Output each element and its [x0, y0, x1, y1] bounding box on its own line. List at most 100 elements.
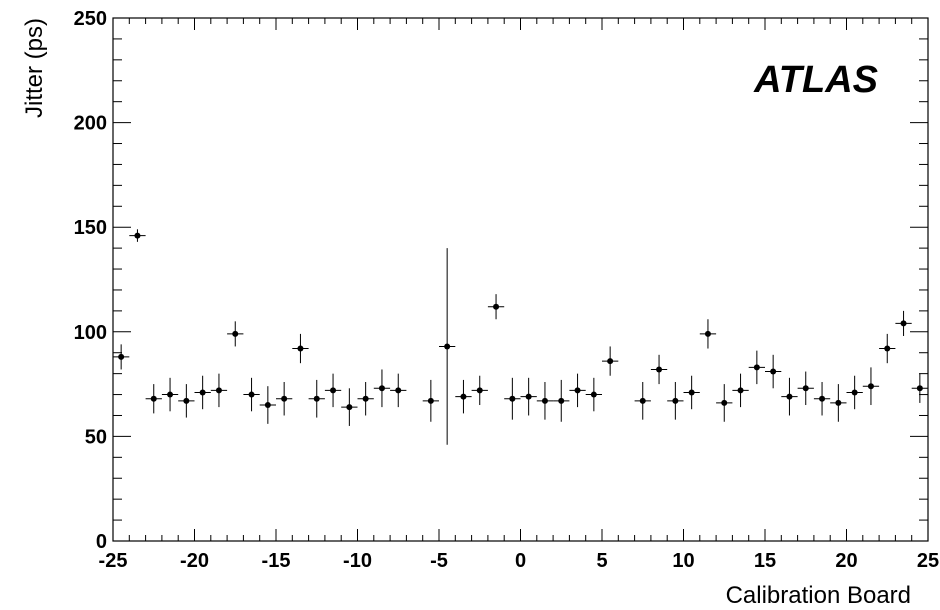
data-point — [276, 382, 293, 416]
marker — [916, 385, 923, 392]
data-point — [373, 369, 391, 408]
marker — [493, 303, 500, 310]
marker — [737, 387, 744, 394]
marker — [248, 391, 255, 398]
x-tick-label: 5 — [596, 550, 607, 572]
data-point — [683, 375, 700, 410]
marker — [541, 397, 548, 404]
data-point — [308, 379, 325, 418]
marker — [215, 387, 222, 394]
data-point — [194, 375, 211, 410]
marker — [688, 389, 695, 396]
x-axis-title: Calibration Board — [726, 582, 911, 609]
y-tick-label: 150 — [74, 217, 107, 239]
data-point — [390, 373, 407, 408]
marker — [525, 393, 532, 400]
data-point — [357, 382, 374, 416]
data-point — [602, 346, 619, 376]
x-tick-label: 15 — [754, 550, 776, 572]
marker — [281, 395, 288, 402]
data-point — [487, 294, 505, 320]
x-tick-label: -10 — [343, 550, 372, 572]
marker — [362, 395, 369, 402]
data-point — [422, 379, 439, 422]
marker — [264, 402, 271, 409]
marker — [607, 358, 614, 365]
marker — [590, 391, 597, 398]
y-tick-label: 200 — [74, 113, 107, 135]
marker — [672, 397, 679, 404]
x-tick-label: -15 — [262, 550, 291, 572]
marker — [770, 368, 777, 375]
data-point — [634, 382, 651, 420]
data-point — [341, 388, 358, 426]
marker — [297, 345, 304, 352]
marker — [704, 330, 711, 337]
y-axis-title: Jitter (ps) — [21, 18, 48, 118]
data-point — [536, 382, 554, 420]
marker — [346, 404, 353, 411]
marker — [900, 320, 907, 327]
data-point — [227, 321, 244, 347]
marker — [444, 343, 451, 350]
data-point — [259, 386, 276, 424]
data-point — [830, 384, 847, 422]
marker — [395, 387, 402, 394]
data-point — [520, 377, 537, 416]
data-point — [797, 371, 814, 406]
x-tick-label: -20 — [180, 550, 209, 572]
marker — [835, 399, 842, 406]
marker — [639, 397, 646, 404]
x-tick-label: -25 — [99, 550, 128, 572]
data-point — [781, 377, 798, 416]
data-point — [129, 229, 146, 242]
data-point — [243, 377, 260, 412]
data-point — [145, 384, 162, 414]
data-point — [113, 344, 130, 370]
marker — [851, 389, 858, 396]
data-point — [455, 379, 472, 414]
x-tick-label: 0 — [515, 550, 526, 572]
marker — [183, 397, 190, 404]
marker — [167, 391, 174, 398]
marker — [867, 383, 874, 390]
marker — [721, 399, 728, 406]
data-point — [161, 377, 179, 412]
data-point — [911, 373, 928, 403]
data-point — [178, 384, 195, 418]
data-point — [439, 248, 456, 445]
atlas-annotation: ATLAS — [753, 59, 878, 101]
marker — [656, 366, 663, 373]
x-tick-label: 20 — [835, 550, 857, 572]
marker — [574, 387, 581, 394]
marker — [199, 389, 206, 396]
x-tick-label: 25 — [917, 550, 939, 572]
marker — [118, 353, 125, 360]
data-point — [748, 350, 765, 385]
data-point — [879, 333, 896, 364]
y-tick-label: 0 — [96, 531, 107, 553]
data-point — [471, 375, 488, 406]
data-point — [699, 319, 717, 349]
marker — [330, 387, 337, 394]
data-point — [846, 375, 863, 410]
marker — [313, 395, 320, 402]
marker — [786, 393, 793, 400]
data-point — [210, 373, 228, 408]
y-tick-label: 250 — [74, 8, 107, 30]
marker — [460, 393, 467, 400]
data-point — [813, 382, 831, 416]
y-tick-label: 50 — [85, 426, 107, 448]
marker — [558, 397, 565, 404]
data-point — [650, 354, 668, 385]
data-point — [716, 384, 733, 422]
marker — [378, 385, 385, 392]
marker — [232, 330, 239, 337]
marker — [134, 232, 141, 239]
data-point — [732, 373, 749, 408]
marker — [884, 345, 891, 352]
marker — [476, 387, 483, 394]
marker — [802, 385, 809, 392]
data-point — [569, 373, 586, 408]
